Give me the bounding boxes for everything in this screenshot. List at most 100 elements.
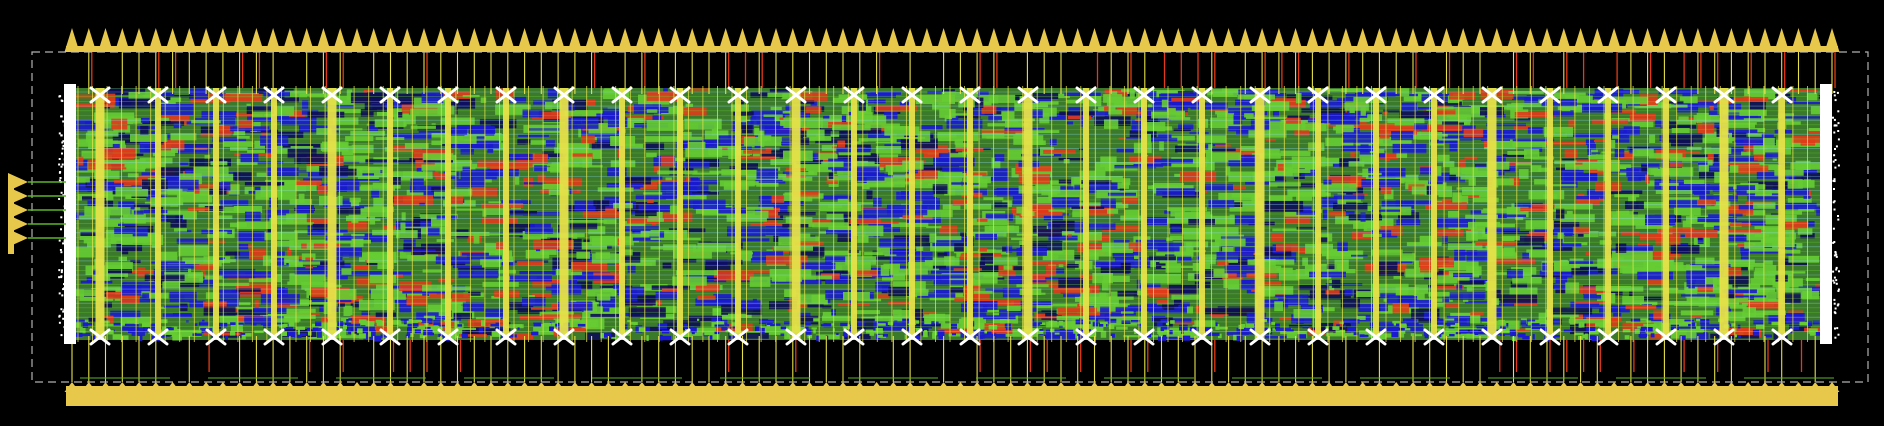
routing-block [460, 149, 474, 155]
endcap-dot [1832, 179, 1835, 182]
endcap-dot [1832, 270, 1835, 273]
routing-block [1174, 321, 1211, 325]
routing-block [1058, 157, 1086, 161]
routing-block [1816, 206, 1823, 216]
bottom-io-pad [1070, 382, 1086, 392]
routing-block [1445, 322, 1455, 325]
routing-block [1438, 186, 1452, 198]
top-io-pad [1807, 28, 1823, 52]
routing-block [590, 313, 623, 318]
routing-block [224, 335, 228, 341]
routing-block [623, 263, 652, 266]
routing-block [1405, 268, 1434, 278]
routing-block [1812, 320, 1820, 325]
routing-block [1384, 189, 1394, 200]
endcap-dot [62, 120, 65, 123]
bottom-io-pad [466, 382, 482, 392]
routing-block [1448, 334, 1455, 337]
routing-block [357, 328, 363, 334]
routing-block [1514, 236, 1545, 246]
top-io-pad [735, 28, 750, 52]
bottom-io-pad [1522, 382, 1538, 392]
routing-block [1050, 138, 1057, 145]
routing-block [1787, 198, 1812, 203]
routing-block [826, 230, 865, 235]
via-marker [1307, 328, 1329, 346]
routing-block [551, 322, 558, 329]
top-io-pad [315, 28, 331, 52]
routing-block [878, 323, 886, 326]
routing-block [1419, 235, 1434, 246]
endcap-dot [62, 317, 65, 320]
routing-block [1609, 96, 1649, 105]
routing-block [767, 92, 797, 98]
routing-block [737, 300, 762, 310]
routing-block [301, 281, 330, 290]
routing-block [1286, 329, 1294, 332]
via-marker [553, 86, 575, 104]
routing-block [770, 106, 782, 111]
routing-block [163, 305, 189, 308]
routing-block [795, 280, 822, 285]
routing-block [1526, 95, 1547, 100]
endcap-dot [1833, 91, 1836, 93]
routing-block [571, 262, 608, 272]
routing-block [182, 257, 222, 267]
routing-block [416, 312, 447, 320]
routing-block [495, 322, 500, 328]
routing-block [354, 233, 390, 243]
routing-block [1449, 140, 1458, 152]
endcap-dot [60, 99, 63, 102]
endcap-dot [59, 249, 62, 251]
routing-block [1625, 201, 1644, 210]
endcap-dot [1833, 276, 1836, 279]
endcap-dot [1837, 303, 1840, 306]
routing-block [101, 188, 119, 195]
routing-block [1787, 179, 1803, 190]
routing-block [1423, 330, 1429, 336]
routing-block [1697, 216, 1737, 222]
endcap-dot [61, 163, 64, 166]
routing-block [1729, 222, 1752, 227]
routing-block [1269, 259, 1295, 265]
top-io-pad [1003, 28, 1019, 52]
routing-block [1400, 253, 1416, 262]
routing-block [466, 255, 502, 260]
routing-block [193, 323, 198, 326]
routing-block [1059, 111, 1096, 116]
routing-block [635, 210, 657, 217]
routing-block [1263, 336, 1287, 339]
routing-block [517, 327, 520, 330]
routing-block [104, 315, 114, 325]
routing-block [1539, 270, 1573, 278]
routing-block [351, 144, 374, 154]
top-io-pad [718, 28, 734, 52]
routing-block [1555, 289, 1571, 294]
routing-block [1412, 328, 1417, 333]
routing-block [763, 220, 778, 224]
routing-block [697, 318, 700, 321]
routing-block [934, 290, 950, 294]
routing-block [77, 333, 91, 337]
routing-block [317, 327, 323, 338]
routing-block [1229, 214, 1235, 224]
routing-block [462, 302, 484, 312]
routing-block [816, 335, 820, 341]
routing-block [1232, 186, 1246, 190]
top-io-pad [1237, 28, 1253, 52]
routing-block [1082, 222, 1116, 230]
bottom-io-pad [869, 382, 885, 392]
top-io-pad [1640, 28, 1656, 52]
bottom-io-pad [852, 382, 868, 392]
routing-block [1333, 202, 1368, 211]
routing-block [115, 186, 149, 197]
routing-block [825, 274, 851, 285]
routing-block [821, 324, 825, 327]
routing-block [1421, 127, 1431, 136]
routing-block [569, 218, 598, 230]
routing-block [1699, 194, 1738, 202]
top-io-pad [818, 28, 834, 52]
routing-block [1730, 262, 1765, 267]
